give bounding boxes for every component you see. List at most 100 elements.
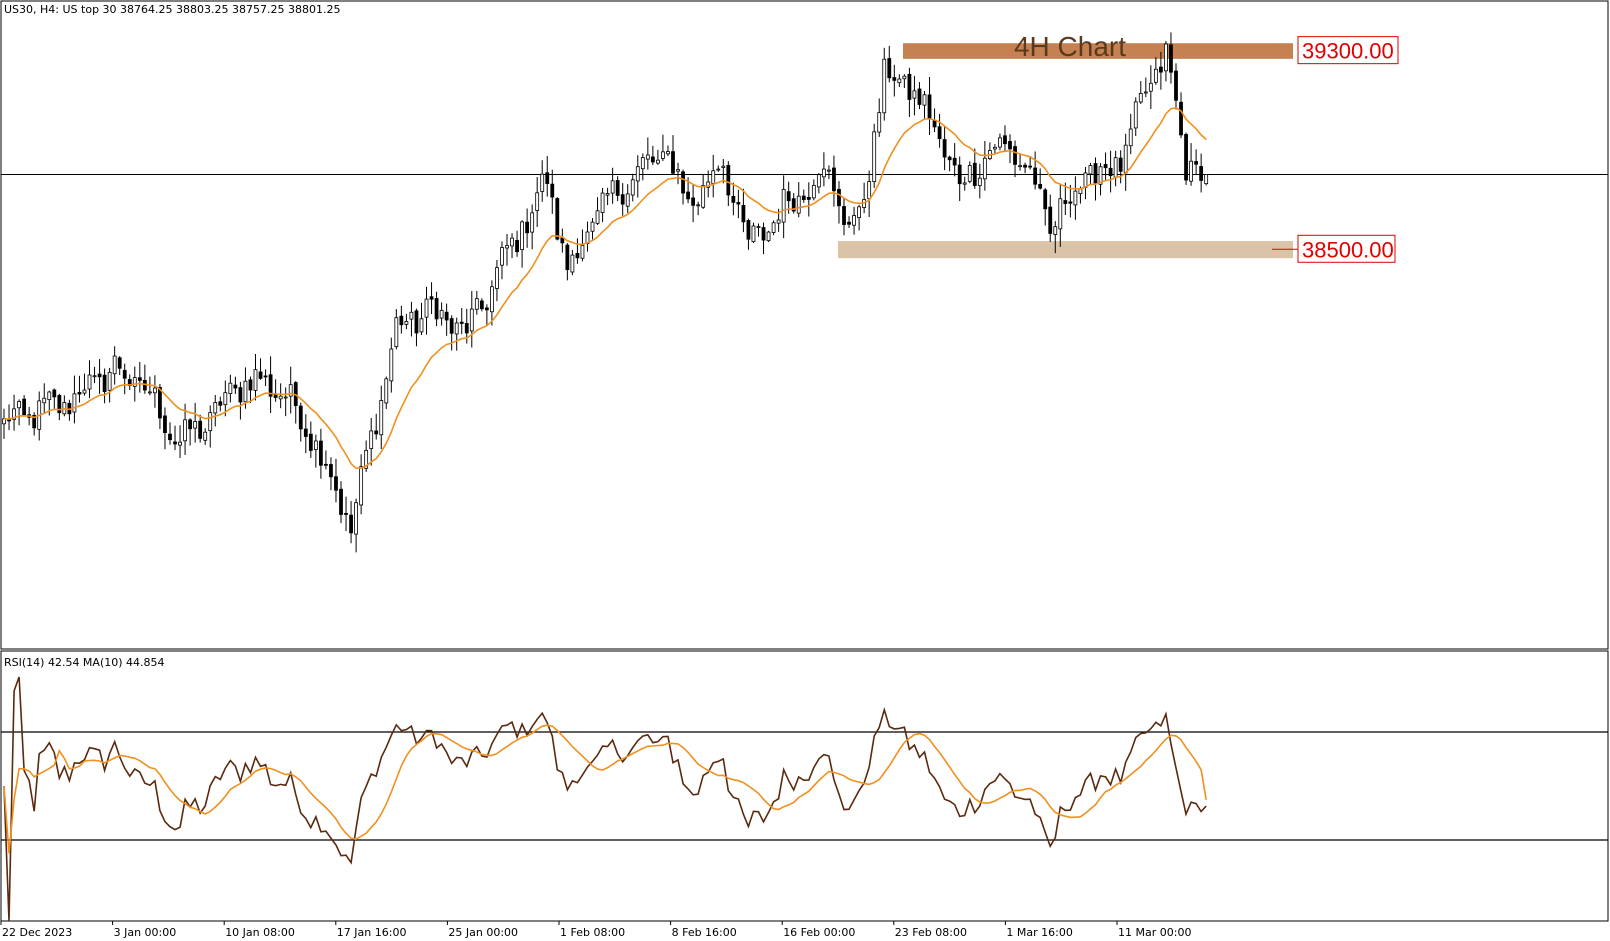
candle-body [283,396,288,399]
candle-body [1043,189,1048,210]
candle-body [746,220,751,240]
candle-body [937,126,942,140]
candle-body [942,139,947,158]
candle-body [550,183,555,198]
candle-body [827,169,831,172]
candle-body [882,58,887,114]
candle-body [962,182,967,185]
candle-body [429,296,434,300]
candle-body [1174,70,1178,101]
candle-body [334,476,338,491]
chart-title: 4H Chart [1014,31,1126,62]
candle-body [248,379,253,391]
candle-body [575,252,580,259]
candle-body [1018,165,1022,168]
candle-body [932,120,937,128]
candle-body [57,395,62,414]
candle-body [72,393,77,413]
candle-body [444,311,449,321]
candle-body [1093,163,1098,184]
candle-body [1164,43,1168,72]
candle-body [545,172,550,184]
candle-body [721,165,726,168]
candle-body [832,167,836,192]
candle-body [806,196,811,200]
candle-body [1184,134,1188,181]
candle-body [213,402,218,414]
candle-body [278,395,283,400]
candle-body [1013,146,1017,165]
candle-body [645,154,650,160]
candle-body [671,151,675,174]
x-tick-label: 10 Jan 08:00 [225,926,295,939]
candle-body [253,369,258,391]
candle-body [178,441,182,446]
candle-body [1128,128,1133,147]
candle-body [313,440,318,450]
candle-body [605,193,610,196]
candle-body [1063,200,1068,204]
candle-body [474,298,479,310]
candle-body [1053,226,1058,235]
candle-body [1028,165,1033,168]
candle-body [982,157,987,180]
candle-body [1088,165,1093,175]
candle-body [811,184,816,199]
candle-body [907,73,912,100]
candle-body [927,94,932,120]
candle-body [198,420,203,439]
candle-body [188,419,193,430]
candle-body [847,221,851,225]
candle-body [1048,206,1053,234]
candle-body [147,391,152,394]
candle-body [912,90,917,99]
candle-body [273,394,278,398]
candle-body [736,202,741,205]
x-axis: 22 Dec 2023 3 Jan 00:00 10 Jan 08:00 17 Jan… [0,921,1191,939]
candle-body [867,181,872,200]
candle-body [339,488,343,515]
candle-body [490,286,494,313]
candle-body [816,174,821,188]
candle-body [1143,91,1148,94]
candle-body [409,311,414,320]
candle-body [872,131,877,183]
candle-body [781,188,786,223]
rsi-line [3,676,1207,922]
candle-body [484,307,489,311]
candle-body [993,146,997,150]
candle-body [318,440,323,466]
candle-body [479,300,484,310]
candle-body [117,357,122,369]
candle-body [711,170,716,184]
x-tick-label: 8 Feb 16:00 [672,926,737,939]
candle-body [384,378,389,404]
candle-body [761,227,766,241]
candle-body [1073,190,1078,206]
candle-body [17,400,21,409]
x-tick-label: 1 Feb 08:00 [560,926,625,939]
candle-body [635,166,640,182]
candle-body [837,188,841,207]
candle-body [1103,164,1108,169]
support-label-box [1297,234,1396,263]
candle-body [233,384,238,389]
candle-body [52,389,57,398]
candle-body [228,382,233,394]
candle-body [112,355,117,375]
candle-body [208,412,213,432]
candle-body [630,179,635,196]
candle-body [625,193,630,207]
candle-body [308,433,313,451]
candle-body [897,78,902,84]
candle-body [298,405,303,430]
candle-body [786,191,791,202]
candles-group [2,32,1209,553]
candle-body [268,374,273,397]
candle-body [158,387,162,419]
candle-body [42,397,47,404]
x-tick-label: 3 Jan 00:00 [114,926,177,939]
candle-body [590,221,595,232]
candle-body [977,177,982,187]
candle-body [1118,157,1123,172]
